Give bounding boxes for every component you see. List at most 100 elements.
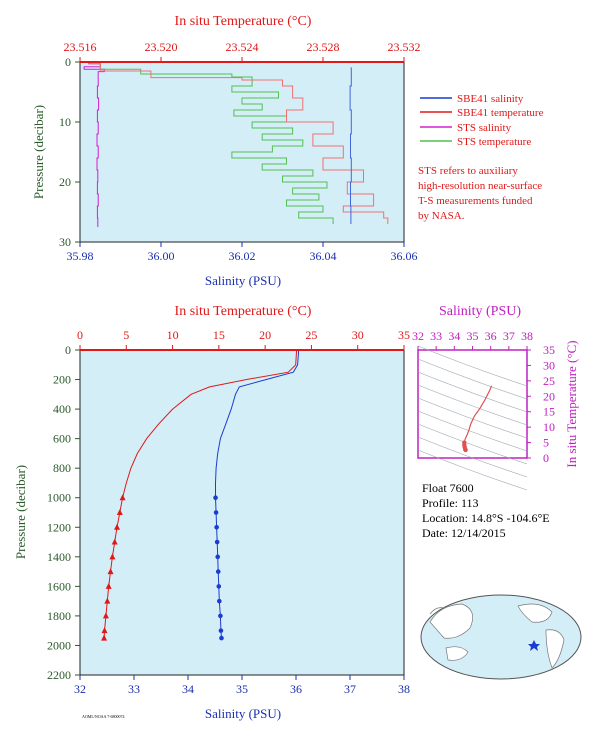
bottom-pressure-tick-label: 200 bbox=[53, 373, 71, 387]
bottom-temp-tick-label: 5 bbox=[123, 328, 129, 342]
bottom-sal-tick-label: 36 bbox=[290, 682, 302, 696]
bottom-pressure-axis-label: Pressure (decibar) bbox=[13, 465, 28, 559]
bottom-sal-tick-label: 37 bbox=[344, 682, 356, 696]
note-line-1: STS refers to auxiliary bbox=[418, 165, 518, 177]
bottom-temp-tick-label: 25 bbox=[305, 328, 317, 342]
top-temp-tick-label: 23.516 bbox=[64, 40, 97, 54]
ts-density-contour bbox=[417, 384, 528, 426]
note-line-4: by NASA. bbox=[418, 210, 465, 222]
bottom-temperature-ticks: 0 5 10 15 20 25 30 35 bbox=[77, 328, 410, 350]
ts-density-contour bbox=[417, 449, 528, 491]
bottom-series-group bbox=[101, 349, 300, 641]
profile-number: Profile: 113 bbox=[422, 496, 479, 510]
legend-label-sts-temperature: STS temperature bbox=[457, 136, 531, 148]
ts-deep-point bbox=[463, 447, 468, 453]
note-line-2: high-resolution near-surface bbox=[418, 180, 542, 192]
map-coast-detail bbox=[429, 607, 445, 615]
bottom-temperature-marker bbox=[101, 634, 108, 641]
bottom-temperature-axis-label: In situ Temperature (°C) bbox=[175, 304, 312, 319]
bottom-temp-tick-label: 30 bbox=[352, 328, 364, 342]
ts-series-group bbox=[462, 385, 493, 453]
top-temperature-ticks: 23.516 23.520 23.524 23.528 23.532 bbox=[64, 40, 421, 62]
bottom-temp-tick-label: 10 bbox=[167, 328, 179, 342]
note-line-3: T-S measurements funded bbox=[418, 195, 533, 207]
top-pressure-tick-label: 0 bbox=[65, 55, 71, 69]
bottom-salinity-marker bbox=[219, 635, 224, 641]
ts-density-contour bbox=[417, 371, 528, 413]
bottom-pressure-tick-label: 1200 bbox=[47, 520, 71, 534]
top-temp-tick-label: 23.524 bbox=[226, 40, 259, 54]
bottom-salinity-line bbox=[215, 349, 300, 639]
bottom-salinity-axis-label: Salinity (PSU) bbox=[205, 706, 281, 721]
top-legend: SBE41 salinity SBE41 temperature STS sal… bbox=[420, 93, 544, 148]
top-sal-tick-label: 36.02 bbox=[229, 249, 256, 263]
map-landmass-south-america bbox=[545, 629, 565, 669]
bottom-salinity-marker bbox=[218, 613, 223, 619]
bottom-sal-tick-label: 38 bbox=[398, 682, 410, 696]
bottom-salinity-marker bbox=[214, 539, 220, 545]
bottom-temp-tick-label: 0 bbox=[77, 328, 83, 342]
float-location-star-icon bbox=[528, 640, 540, 651]
ts-density-contours bbox=[417, 345, 528, 491]
top-pressure-tick-label: 20 bbox=[59, 175, 71, 189]
bottom-temperature-marker bbox=[109, 553, 116, 560]
ts-salinity-axis-label: Salinity (PSU) bbox=[439, 304, 521, 319]
bottom-sal-tick-label: 32 bbox=[74, 682, 86, 696]
world-map bbox=[420, 594, 582, 680]
top-sal-tick-label: 36.06 bbox=[391, 249, 418, 263]
bottom-pressure-tick-label: 2000 bbox=[47, 638, 71, 652]
ts-sal-tick-label: 36 bbox=[485, 329, 497, 343]
bottom-plot-area bbox=[79, 349, 405, 676]
bottom-salinity-marker bbox=[213, 510, 219, 515]
bottom-salinity-marker bbox=[213, 495, 218, 501]
ts-temperature-axis-label: In situ Temperature (°C) bbox=[564, 340, 579, 467]
bottom-temp-tick-label: 20 bbox=[259, 328, 271, 342]
ts-temp-tick-label: 0 bbox=[543, 451, 549, 465]
ts-temp-tick-label: 15 bbox=[543, 405, 555, 419]
bottom-pressure-tick-label: 2200 bbox=[47, 668, 71, 682]
bottom-temperature-marker bbox=[119, 494, 126, 501]
top-pressure-axis-label: Pressure (decibar) bbox=[31, 105, 46, 199]
top-temp-tick-label: 23.528 bbox=[307, 40, 340, 54]
top-sal-tick-label: 35.98 bbox=[67, 249, 94, 263]
float-info: Float 7600 Profile: 113 Location: 14.8°S… bbox=[422, 481, 550, 540]
bottom-pressure-ticks: 0 200 400 600 800 1000 1200 1400 1600 1800 2000 220… bbox=[47, 343, 80, 682]
ts-sal-tick-label: 35 bbox=[467, 329, 479, 343]
top-series-sbe41-salinity bbox=[349, 67, 352, 224]
bottom-pressure-tick-label: 800 bbox=[53, 461, 71, 475]
bottom-salinity-marker bbox=[215, 569, 221, 574]
ts-sal-tick-label: 33 bbox=[430, 329, 442, 343]
bottom-sal-tick-label: 35 bbox=[236, 682, 248, 696]
ts-density-contour bbox=[417, 410, 528, 452]
bottom-pressure-tick-label: 0 bbox=[65, 343, 71, 357]
bottom-temperature-marker bbox=[105, 582, 112, 589]
ts-density-contour bbox=[417, 436, 528, 478]
bottom-temperature-marker bbox=[114, 523, 121, 530]
bottom-pressure-tick-label: 400 bbox=[53, 402, 71, 416]
bottom-salinity-marker bbox=[215, 554, 220, 560]
map-landmass-asia bbox=[429, 603, 473, 639]
bottom-temperature-marker bbox=[107, 568, 114, 575]
bottom-salinity-ticks: 32 33 34 35 36 37 38 bbox=[74, 675, 410, 696]
ts-density-contour bbox=[417, 358, 528, 400]
ts-salinity-ticks: 32 33 34 35 36 37 38 bbox=[412, 329, 533, 350]
bottom-pressure-tick-label: 1000 bbox=[47, 491, 71, 505]
bottom-pressure-tick-label: 1600 bbox=[47, 579, 71, 593]
bottom-pressure-tick-label: 1400 bbox=[47, 550, 71, 564]
ts-sal-tick-label: 34 bbox=[448, 329, 460, 343]
bottom-temp-tick-label: 35 bbox=[398, 328, 410, 342]
top-series-sts-salinity bbox=[83, 63, 105, 227]
location: Location: 14.8°S -104.6°E bbox=[422, 511, 550, 525]
legend-label-sbe41-temperature: SBE41 temperature bbox=[457, 107, 544, 119]
top-sal-tick-label: 36.04 bbox=[310, 249, 337, 263]
top-pressure-tick-label: 10 bbox=[59, 115, 71, 129]
bottom-salinity-marker bbox=[214, 524, 219, 530]
bottom-pressure-tick-label: 1800 bbox=[47, 609, 71, 623]
top-salinity-axis-label: Salinity (PSU) bbox=[205, 273, 281, 288]
top-series-sbe41-temperature bbox=[90, 63, 389, 224]
map-landmass-north-america bbox=[517, 603, 553, 623]
top-temp-tick-label: 23.520 bbox=[145, 40, 178, 54]
ts-density-contour bbox=[417, 345, 528, 387]
